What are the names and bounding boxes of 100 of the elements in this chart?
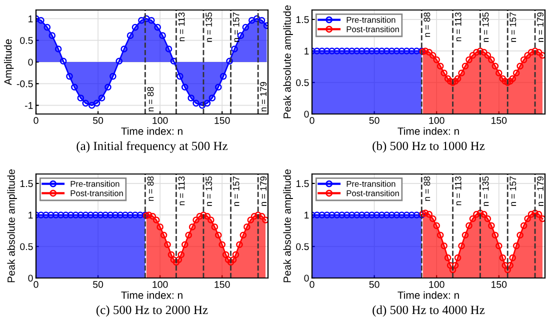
- point: [208, 94, 216, 102]
- point: [506, 78, 514, 85]
- point: [57, 212, 64, 218]
- y-tick-label: 1.5: [20, 180, 33, 188]
- point: [181, 84, 188, 91]
- point: [446, 262, 454, 269]
- ref-line-label: n = 135: [206, 176, 212, 206]
- point: [334, 212, 340, 218]
- y-tick-label: -1: [25, 102, 33, 109]
- point: [175, 256, 182, 264]
- point: [408, 212, 416, 218]
- point: [373, 48, 380, 54]
- point: [422, 210, 429, 216]
- point: [214, 232, 222, 239]
- x-tick-label: 50: [369, 281, 380, 288]
- text: (a) Initial frequency at 500 Hz: [76, 141, 228, 153]
- point: [426, 210, 433, 218]
- point: [82, 212, 90, 218]
- point: [208, 216, 214, 224]
- y-tick-label: 1: [304, 212, 309, 218]
- point: [383, 48, 390, 54]
- point: [192, 216, 200, 224]
- point: [509, 75, 516, 82]
- point: [368, 48, 376, 54]
- y-tick-label: 0: [28, 58, 33, 66]
- y-tick-label: 1: [28, 16, 33, 22]
- point: [520, 222, 528, 230]
- point: [148, 16, 155, 24]
- point: [413, 48, 420, 54]
- point: [353, 48, 360, 54]
- point: [98, 94, 106, 102]
- point: [532, 210, 538, 216]
- point: [164, 241, 171, 248]
- point: [440, 242, 448, 250]
- point: [244, 224, 250, 230]
- point: [449, 79, 456, 86]
- ref-line-label: n = 113: [454, 12, 462, 42]
- point: [211, 224, 218, 230]
- y-tick-label: 0.5: [20, 37, 33, 44]
- x-tick-label: 150: [492, 281, 507, 288]
- point: [343, 212, 350, 218]
- point: [398, 212, 406, 218]
- point: [512, 242, 520, 250]
- point: [502, 262, 509, 269]
- point: [126, 32, 134, 39]
- point: [231, 46, 238, 52]
- point: [262, 216, 268, 224]
- point: [168, 251, 175, 258]
- ref-line-label: n = 135: [482, 176, 489, 206]
- point: [38, 212, 44, 218]
- point: [314, 48, 320, 54]
- point: [473, 210, 480, 218]
- point: [539, 52, 545, 59]
- point: [188, 94, 194, 102]
- ref-line-label: n = 157: [510, 176, 516, 206]
- point: [476, 48, 484, 54]
- ref-line-label: n = 88: [147, 86, 154, 112]
- ref-line-label: n = 88: [424, 12, 430, 37]
- point: [112, 212, 119, 218]
- point: [172, 258, 180, 266]
- x-axis-title: Time index: n: [398, 291, 459, 299]
- ref-line-label: n = 179: [260, 82, 267, 112]
- point: [449, 266, 456, 274]
- point: [373, 212, 380, 218]
- point: [160, 232, 168, 239]
- point: [52, 212, 60, 218]
- point: [454, 75, 462, 82]
- point: [338, 212, 346, 218]
- point: [87, 212, 94, 218]
- point: [145, 212, 152, 218]
- point: [458, 242, 465, 250]
- point: [433, 222, 440, 230]
- point: [516, 62, 524, 70]
- x-tick-label: 150: [214, 281, 230, 288]
- point: [138, 16, 145, 24]
- point: [408, 48, 416, 54]
- point: [499, 254, 506, 262]
- ref-line-label: n = 179: [260, 176, 267, 206]
- ref-line-label: n = 88: [147, 176, 154, 201]
- ref-line-label: n = 113: [454, 176, 462, 206]
- point: [102, 212, 109, 218]
- point: [62, 212, 70, 218]
- point: [93, 100, 100, 107]
- x-tick-label: 0: [34, 281, 38, 288]
- point: [196, 212, 204, 220]
- point: [433, 56, 440, 64]
- point: [188, 224, 196, 230]
- point: [440, 70, 448, 76]
- point: [44, 24, 51, 31]
- point: [492, 62, 499, 70]
- point: [66, 72, 73, 80]
- point: [318, 212, 326, 218]
- ref-line-label: n = 157: [232, 12, 240, 42]
- point: [488, 222, 495, 230]
- point: [429, 215, 436, 222]
- ref-line-label: n = 135: [482, 12, 489, 42]
- point: [363, 212, 370, 218]
- point: [258, 16, 266, 24]
- point: [97, 212, 104, 218]
- point: [422, 48, 429, 54]
